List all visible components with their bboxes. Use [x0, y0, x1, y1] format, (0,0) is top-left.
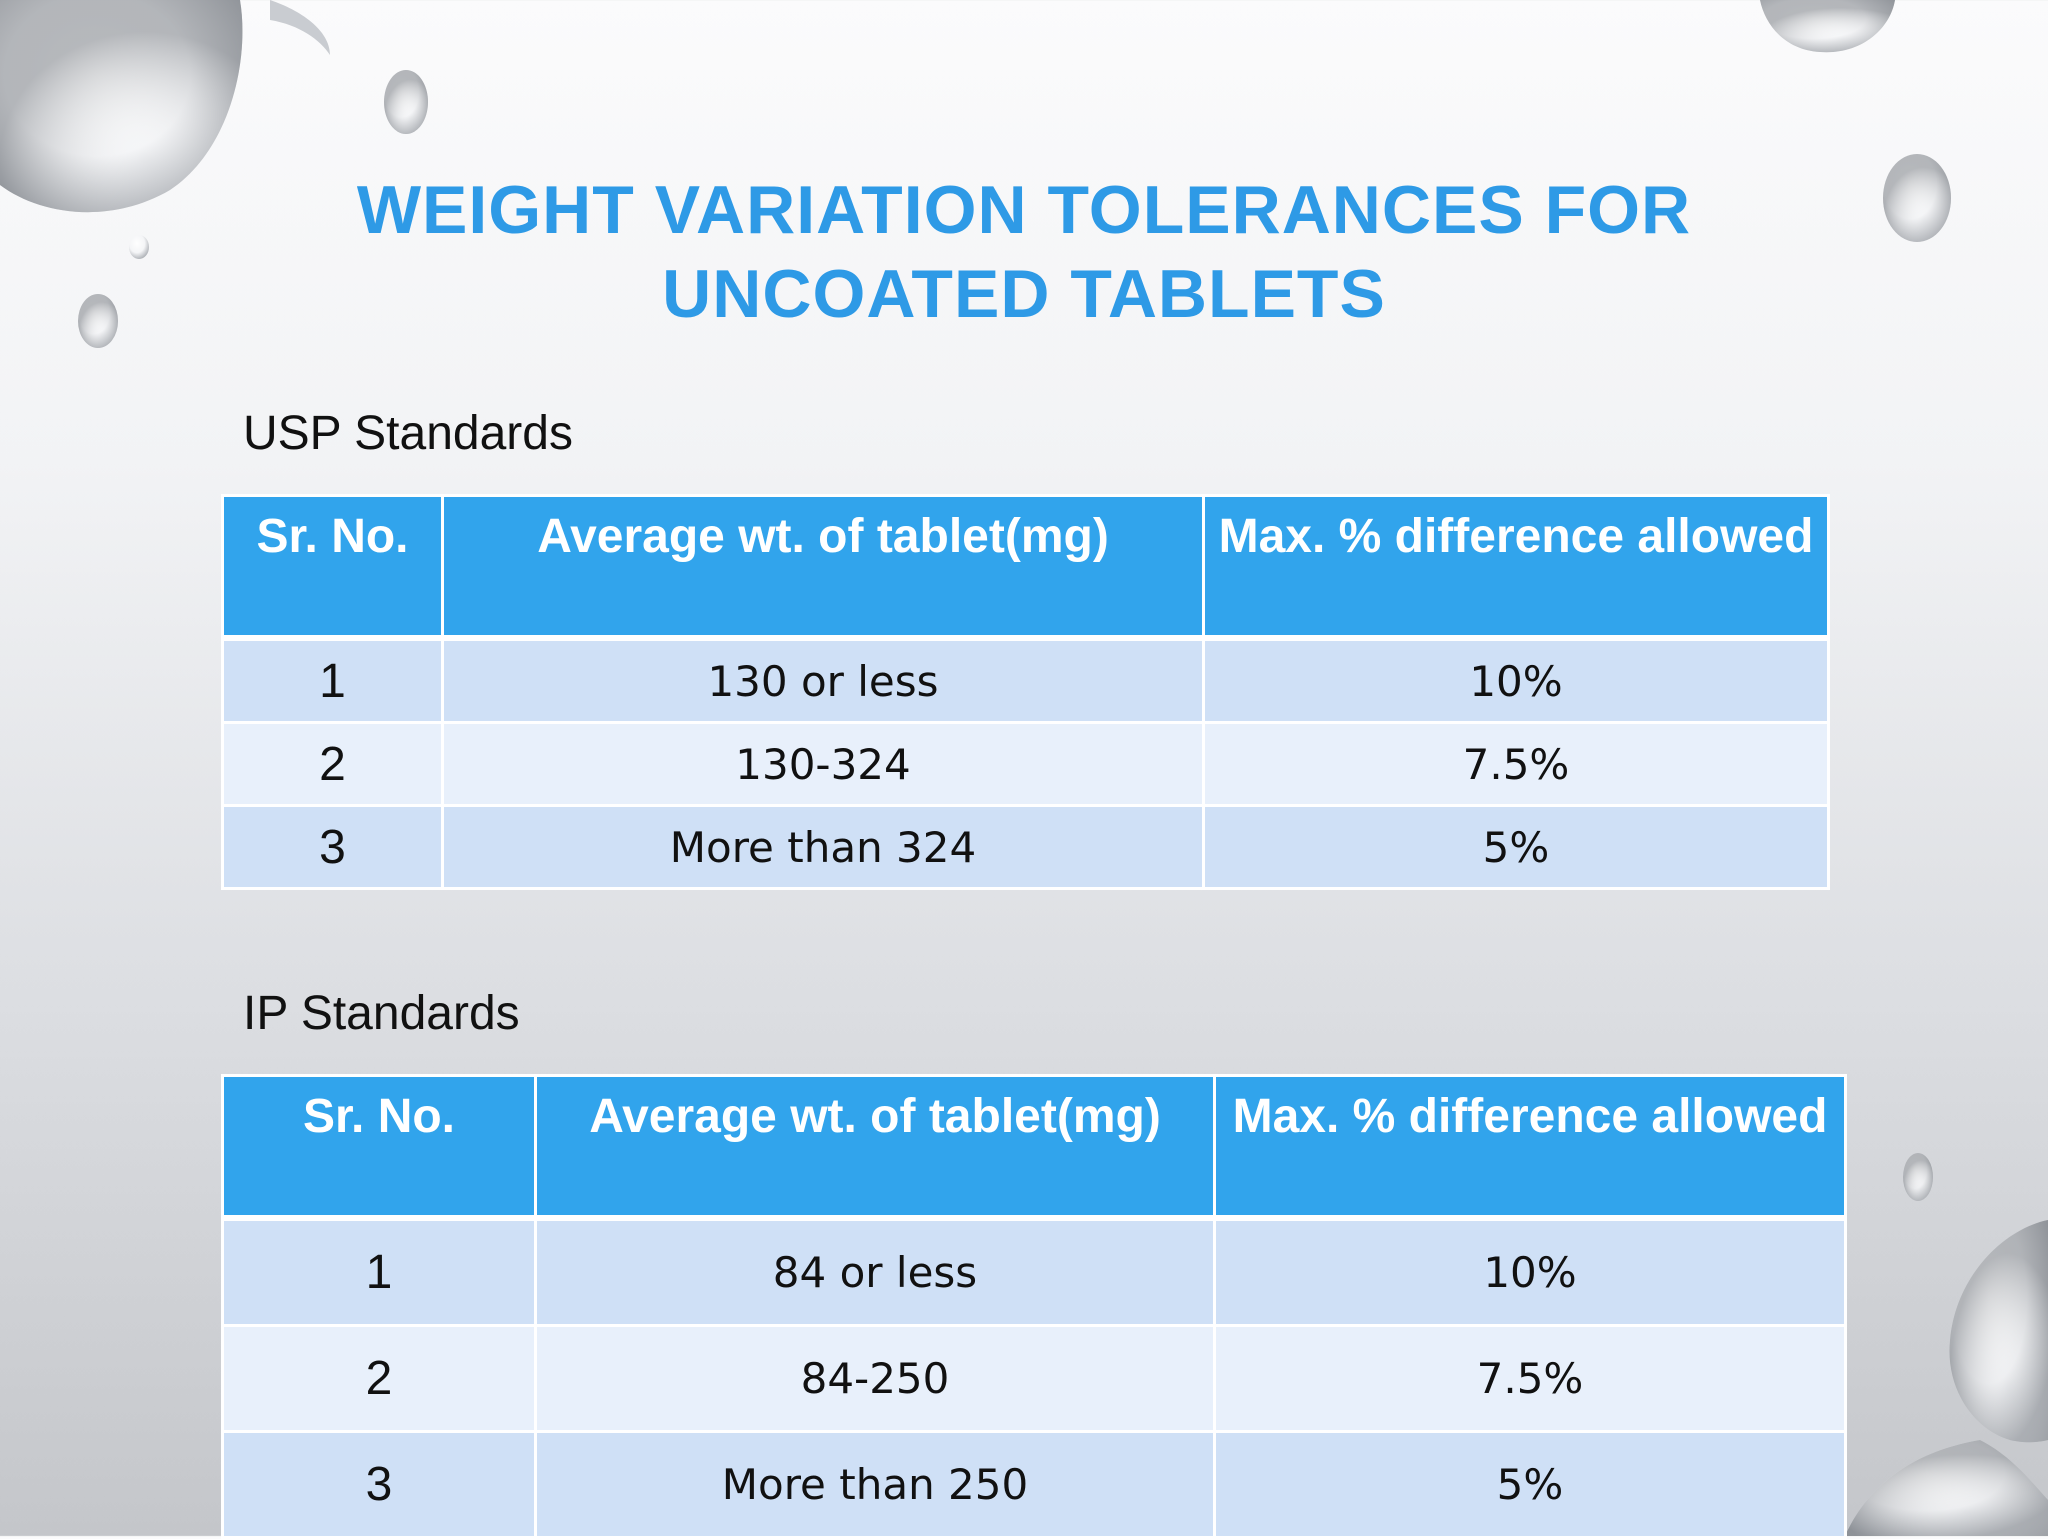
- drop-small-1: [384, 70, 428, 134]
- cell-average-weight: 84 or less: [534, 1216, 1216, 1327]
- drop-right-small: [1903, 1153, 1933, 1201]
- table-row: 1 84 or less 10%: [221, 1216, 1847, 1327]
- slide-title-line-1: WEIGHT VARIATION TOLERANCES FOR: [356, 172, 1692, 248]
- cell-max-difference: 10%: [1213, 1216, 1847, 1327]
- header-sr-no: Sr. No.: [221, 1074, 537, 1220]
- table-header-row: Sr. No. Average wt. of tablet(mg) Max. %…: [221, 494, 1830, 640]
- header-average-weight: Average wt. of tablet(mg): [441, 494, 1205, 640]
- slide-title: WEIGHT VARIATION TOLERANCES FOR UNCOATED…: [0, 168, 2048, 336]
- drop-top-right: [1760, 0, 1895, 53]
- cell-max-difference: 7.5%: [1213, 1324, 1847, 1433]
- usp-standards-table: Sr. No. Average wt. of tablet(mg) Max. %…: [221, 494, 1830, 890]
- cell-average-weight: 130-324: [441, 721, 1205, 807]
- cell-average-weight: More than 250: [534, 1430, 1216, 1539]
- cell-sr-no: 1: [221, 636, 444, 724]
- cell-max-difference: 7.5%: [1202, 721, 1830, 807]
- table-header-row: Sr. No. Average wt. of tablet(mg) Max. %…: [221, 1074, 1847, 1220]
- header-average-weight: Average wt. of tablet(mg): [534, 1074, 1216, 1220]
- drop-bottom-right-large: [1949, 1220, 2048, 1443]
- table-row: 3 More than 324 5%: [221, 804, 1830, 890]
- cell-average-weight: More than 324: [441, 804, 1205, 890]
- table-row: 3 More than 250 5%: [221, 1430, 1847, 1539]
- cell-sr-no: 3: [221, 1430, 537, 1539]
- drop-bottom-right-tail: [1845, 1440, 2048, 1536]
- table-row: 1 130 or less 10%: [221, 636, 1830, 724]
- header-sr-no: Sr. No.: [221, 494, 444, 640]
- cell-max-difference: 10%: [1202, 636, 1830, 724]
- cell-average-weight: 130 or less: [441, 636, 1205, 724]
- cell-average-weight: 84-250: [534, 1324, 1216, 1433]
- ip-standards-label: IP Standards: [243, 987, 520, 1040]
- table-row: 2 84-250 7.5%: [221, 1324, 1847, 1433]
- cell-sr-no: 2: [221, 721, 444, 807]
- cell-sr-no: 1: [221, 1216, 537, 1327]
- usp-standards-label: USP Standards: [243, 407, 573, 460]
- header-max-difference: Max. % difference allowed: [1202, 494, 1830, 640]
- ip-standards-table: Sr. No. Average wt. of tablet(mg) Max. %…: [221, 1074, 1847, 1539]
- cell-sr-no: 2: [221, 1324, 537, 1433]
- cell-max-difference: 5%: [1202, 804, 1830, 890]
- table-row: 2 130-324 7.5%: [221, 721, 1830, 807]
- slide-title-line-2: UNCOATED TABLETS: [662, 256, 1386, 332]
- drop-top-left-arc: [270, 0, 330, 55]
- cell-sr-no: 3: [221, 804, 444, 890]
- cell-max-difference: 5%: [1213, 1430, 1847, 1539]
- header-max-difference: Max. % difference allowed: [1213, 1074, 1847, 1220]
